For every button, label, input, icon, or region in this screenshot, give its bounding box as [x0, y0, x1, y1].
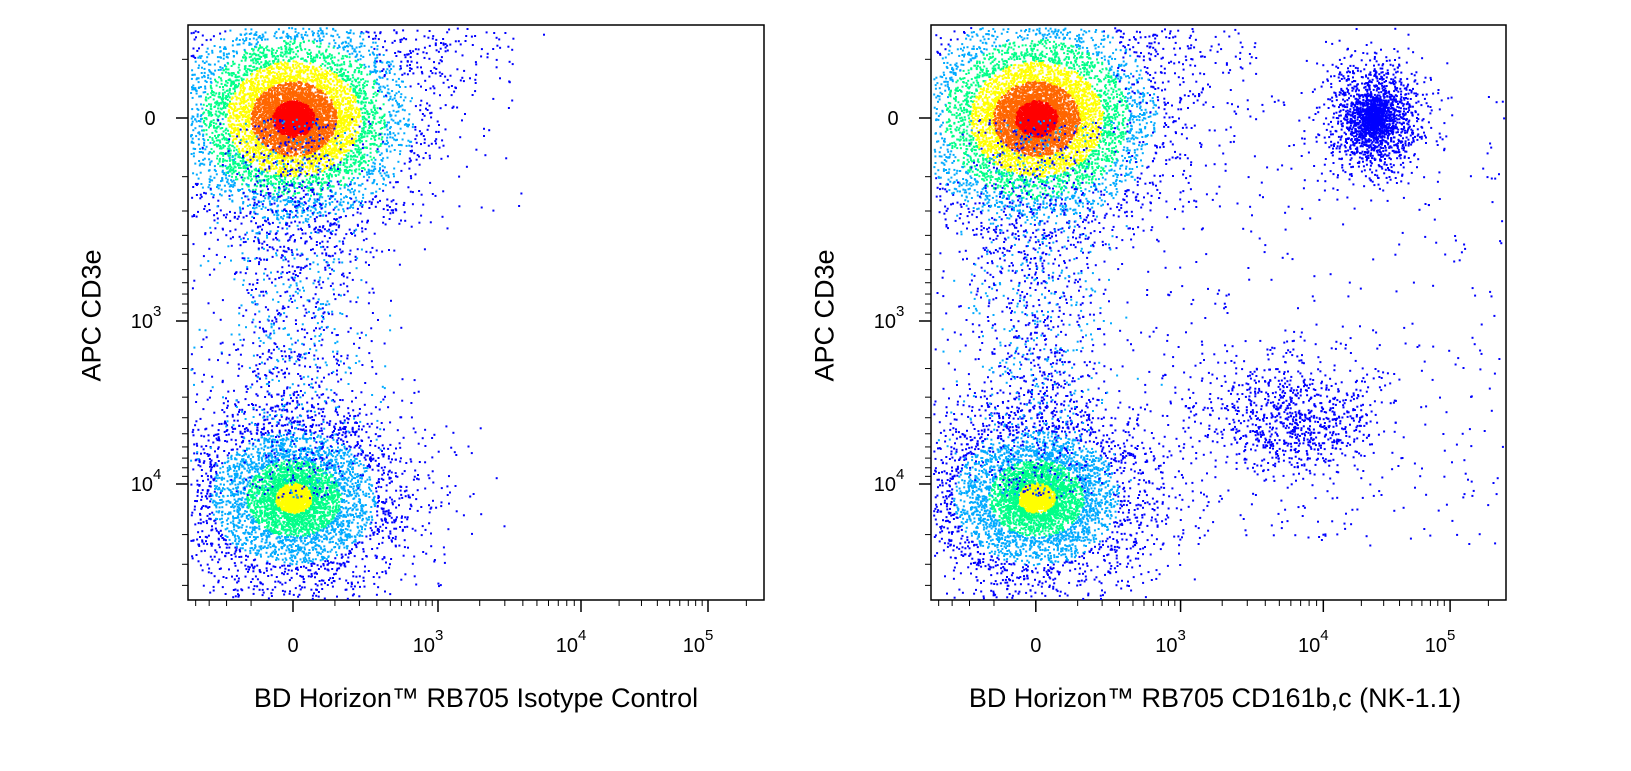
x-tick-label: 0 [1030, 635, 1041, 657]
x-axis-label: BD Horizon™ RB705 CD161b,c (NK-1.1) [900, 683, 1530, 714]
x-tick-label: 105 [1425, 627, 1456, 657]
axis-ticks [919, 58, 1489, 612]
x-tick-label: 0 [287, 635, 298, 657]
x-tick-label: 103 [413, 627, 444, 657]
x-axis-label: BD Horizon™ RB705 Isotype Control [186, 683, 766, 714]
axis-ticks [176, 58, 747, 612]
y-tick-label: 103 [131, 303, 162, 333]
x-tick-label: 104 [556, 627, 587, 657]
x-tick-label: 105 [683, 627, 714, 657]
plot-left-svg: 0 103 104 105 0 103 104 [131, 24, 765, 657]
y-tick-label: 104 [131, 466, 162, 496]
x-tick-label: 103 [1155, 627, 1186, 657]
y-tick-label: 0 [144, 108, 155, 130]
event-dots [933, 27, 1506, 600]
y-tick-label: 0 [887, 108, 898, 130]
y-axis-label: APC CD3e [810, 206, 841, 426]
event-dots [190, 27, 545, 600]
plot-right-svg: 0 103 104 105 0 103 104 [874, 24, 1507, 657]
x-tick-label: 104 [1298, 627, 1329, 657]
y-axis-label: APC CD3e [77, 206, 108, 426]
flow-plot-isotype-control: 0 103 104 105 0 103 104 APC CD3e BD Horizon™ R… [0, 0, 800, 771]
y-tick-label: 104 [874, 466, 905, 496]
y-tick-label: 103 [874, 303, 905, 333]
flow-plot-cd161: 0 103 104 105 0 103 104 APC CD3e BD Horizon™ R… [800, 0, 1631, 771]
